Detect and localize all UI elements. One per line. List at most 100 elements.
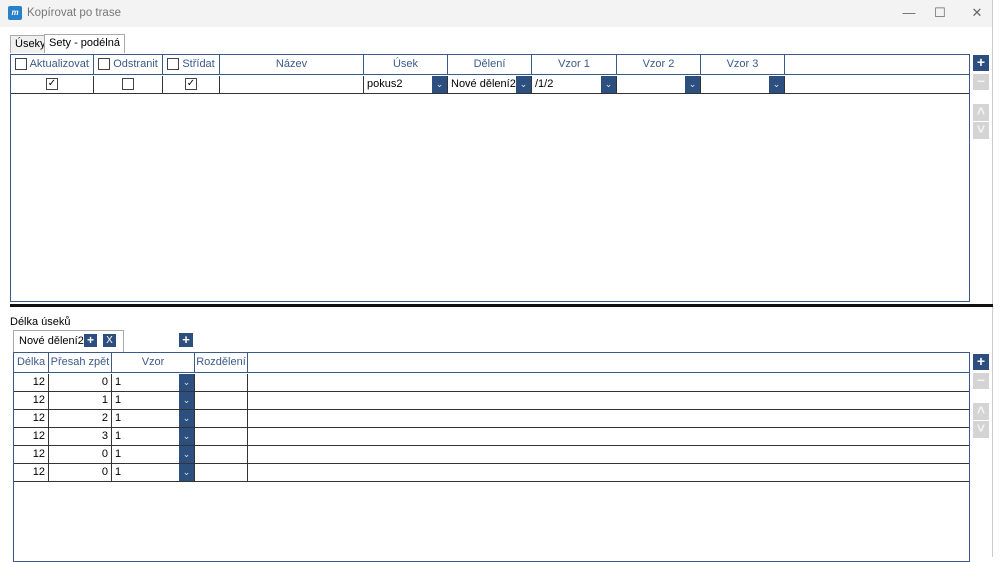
deleni-dropdown[interactable]: Nové dělení2 ⌄ (448, 76, 532, 94)
length-move-up-button[interactable]: ˄ (973, 403, 989, 420)
vzor1-value: /1/2 (535, 78, 554, 90)
cell-odstranit (94, 76, 163, 94)
remove-division-button[interactable]: X (103, 334, 116, 347)
cell-delka[interactable]: 12 (14, 464, 49, 482)
tab-sety-podelna[interactable]: Sety - podélná (44, 34, 125, 53)
header-nazev[interactable]: Název (220, 55, 364, 75)
usek-dropdown[interactable]: pokus2 ⌄ (364, 76, 448, 94)
chevron-down-icon[interactable]: ⌄ (179, 428, 194, 445)
vzor-dropdown[interactable]: 1 ⌄ (112, 428, 195, 446)
cell-delka[interactable]: 12 (14, 428, 49, 446)
cell-filler (248, 410, 969, 428)
move-up-button[interactable]: ˄ (973, 104, 989, 121)
usek-value: pokus2 (367, 78, 403, 90)
cell-filler (248, 374, 969, 392)
splitter[interactable] (10, 304, 993, 307)
header-label: Odstranit (113, 58, 158, 70)
add-set-button[interactable]: + (973, 55, 989, 71)
cell-rozdeleni[interactable] (195, 392, 248, 410)
checkbox-stridat[interactable]: ✓ (185, 78, 197, 91)
close-button[interactable]: ✕ (971, 5, 983, 20)
chevron-down-icon[interactable]: ⌄ (179, 392, 194, 409)
header-vzor2[interactable]: Vzor 2 (617, 55, 701, 75)
vzor-value: 1 (115, 448, 122, 460)
cell-rozdeleni[interactable] (195, 464, 248, 482)
header-presah[interactable]: Přesah zpět (49, 353, 112, 373)
minimize-button[interactable]: — (902, 5, 916, 20)
app-logo-icon: m (8, 6, 22, 20)
deleni-value: Nové dělení2 (451, 78, 516, 90)
division-tab-label: Nové dělení2 (19, 335, 84, 347)
remove-length-button[interactable]: − (973, 373, 989, 389)
cell-filler (248, 446, 969, 464)
maximize-button[interactable]: ☐ (934, 5, 946, 20)
remove-set-button[interactable]: − (973, 74, 989, 90)
checkbox-all-stridat[interactable] (167, 58, 180, 71)
vzor-dropdown[interactable]: 1 ⌄ (112, 392, 195, 410)
vzor1-dropdown[interactable]: /1/2 ⌄ (532, 76, 617, 94)
cell-filler (248, 428, 969, 446)
cell-rozdeleni[interactable] (195, 428, 248, 446)
checkbox-aktualizovat[interactable]: ✓ (46, 78, 58, 91)
cell-presah[interactable]: 0 (49, 464, 112, 482)
checkbox-odstranit[interactable] (122, 78, 134, 91)
vzor3-dropdown[interactable]: ⌄ (701, 76, 785, 94)
cell-presah[interactable]: 1 (49, 392, 112, 410)
chevron-down-icon[interactable]: ⌄ (516, 76, 531, 93)
chevron-down-icon[interactable]: ⌄ (432, 76, 447, 93)
window-title: Kopírovat po trase (27, 7, 121, 19)
cell-filler (785, 76, 969, 94)
vzor-value: 1 (115, 430, 122, 442)
cell-presah[interactable]: 0 (49, 446, 112, 464)
header-label: Střídat (182, 58, 215, 70)
chevron-down-icon[interactable]: ⌄ (179, 446, 194, 463)
lengths-label: Délka úseků (10, 316, 71, 328)
header-usek[interactable]: Úsek (364, 55, 448, 75)
cell-delka[interactable]: 12 (14, 410, 49, 428)
vzor-value: 1 (115, 376, 122, 388)
vzor-value: 1 (115, 412, 122, 424)
title-bar: m Kopírovat po trase — ☐ ✕ (0, 0, 993, 27)
sets-grid: Aktualizovat Odstranit Střídat Název Úse… (10, 54, 970, 302)
checkbox-all-aktualizovat[interactable] (15, 58, 28, 71)
vzor-dropdown[interactable]: 1 ⌄ (112, 374, 195, 392)
header-rozdeleni[interactable]: Rozdělení (195, 353, 248, 373)
vzor-dropdown[interactable]: 1 ⌄ (112, 464, 195, 482)
add-division-button[interactable]: + (179, 333, 193, 347)
chevron-down-icon[interactable]: ⌄ (179, 410, 194, 427)
length-move-down-button[interactable]: ˅ (973, 421, 989, 438)
cell-delka[interactable]: 12 (14, 374, 49, 392)
cell-filler (248, 392, 969, 410)
cell-rozdeleni[interactable] (195, 446, 248, 464)
cell-nazev[interactable] (220, 76, 364, 94)
cell-stridat: ✓ (163, 76, 220, 94)
cell-delka[interactable]: 12 (14, 392, 49, 410)
cell-rozdeleni[interactable] (195, 374, 248, 392)
header-delka[interactable]: Délka (14, 353, 49, 373)
chevron-down-icon[interactable]: ⌄ (179, 464, 194, 481)
cell-presah[interactable]: 3 (49, 428, 112, 446)
chevron-down-icon[interactable]: ⌄ (179, 374, 194, 391)
cell-presah[interactable]: 0 (49, 374, 112, 392)
header-aktualizovat: Aktualizovat (11, 55, 94, 75)
cell-presah[interactable]: 2 (49, 410, 112, 428)
add-row-button[interactable]: + (84, 334, 97, 347)
checkbox-all-odstranit[interactable] (98, 58, 111, 71)
move-down-button[interactable]: ˅ (973, 122, 989, 139)
header-vzor1[interactable]: Vzor 1 (532, 55, 617, 75)
header-deleni[interactable]: Dělení (448, 55, 532, 75)
add-length-button[interactable]: + (973, 354, 989, 370)
chevron-down-icon[interactable]: ⌄ (601, 76, 616, 93)
vzor-dropdown[interactable]: 1 ⌄ (112, 410, 195, 428)
vzor-value: 1 (115, 394, 122, 406)
cell-delka[interactable]: 12 (14, 446, 49, 464)
header-filler (785, 55, 969, 75)
vzor2-dropdown[interactable]: ⌄ (617, 76, 701, 94)
header-vzor3[interactable]: Vzor 3 (701, 55, 785, 75)
vzor-dropdown[interactable]: 1 ⌄ (112, 446, 195, 464)
vzor-value: 1 (115, 466, 122, 478)
chevron-down-icon[interactable]: ⌄ (685, 76, 700, 93)
cell-rozdeleni[interactable] (195, 410, 248, 428)
header-vzor[interactable]: Vzor (112, 353, 195, 373)
chevron-down-icon[interactable]: ⌄ (769, 76, 784, 93)
